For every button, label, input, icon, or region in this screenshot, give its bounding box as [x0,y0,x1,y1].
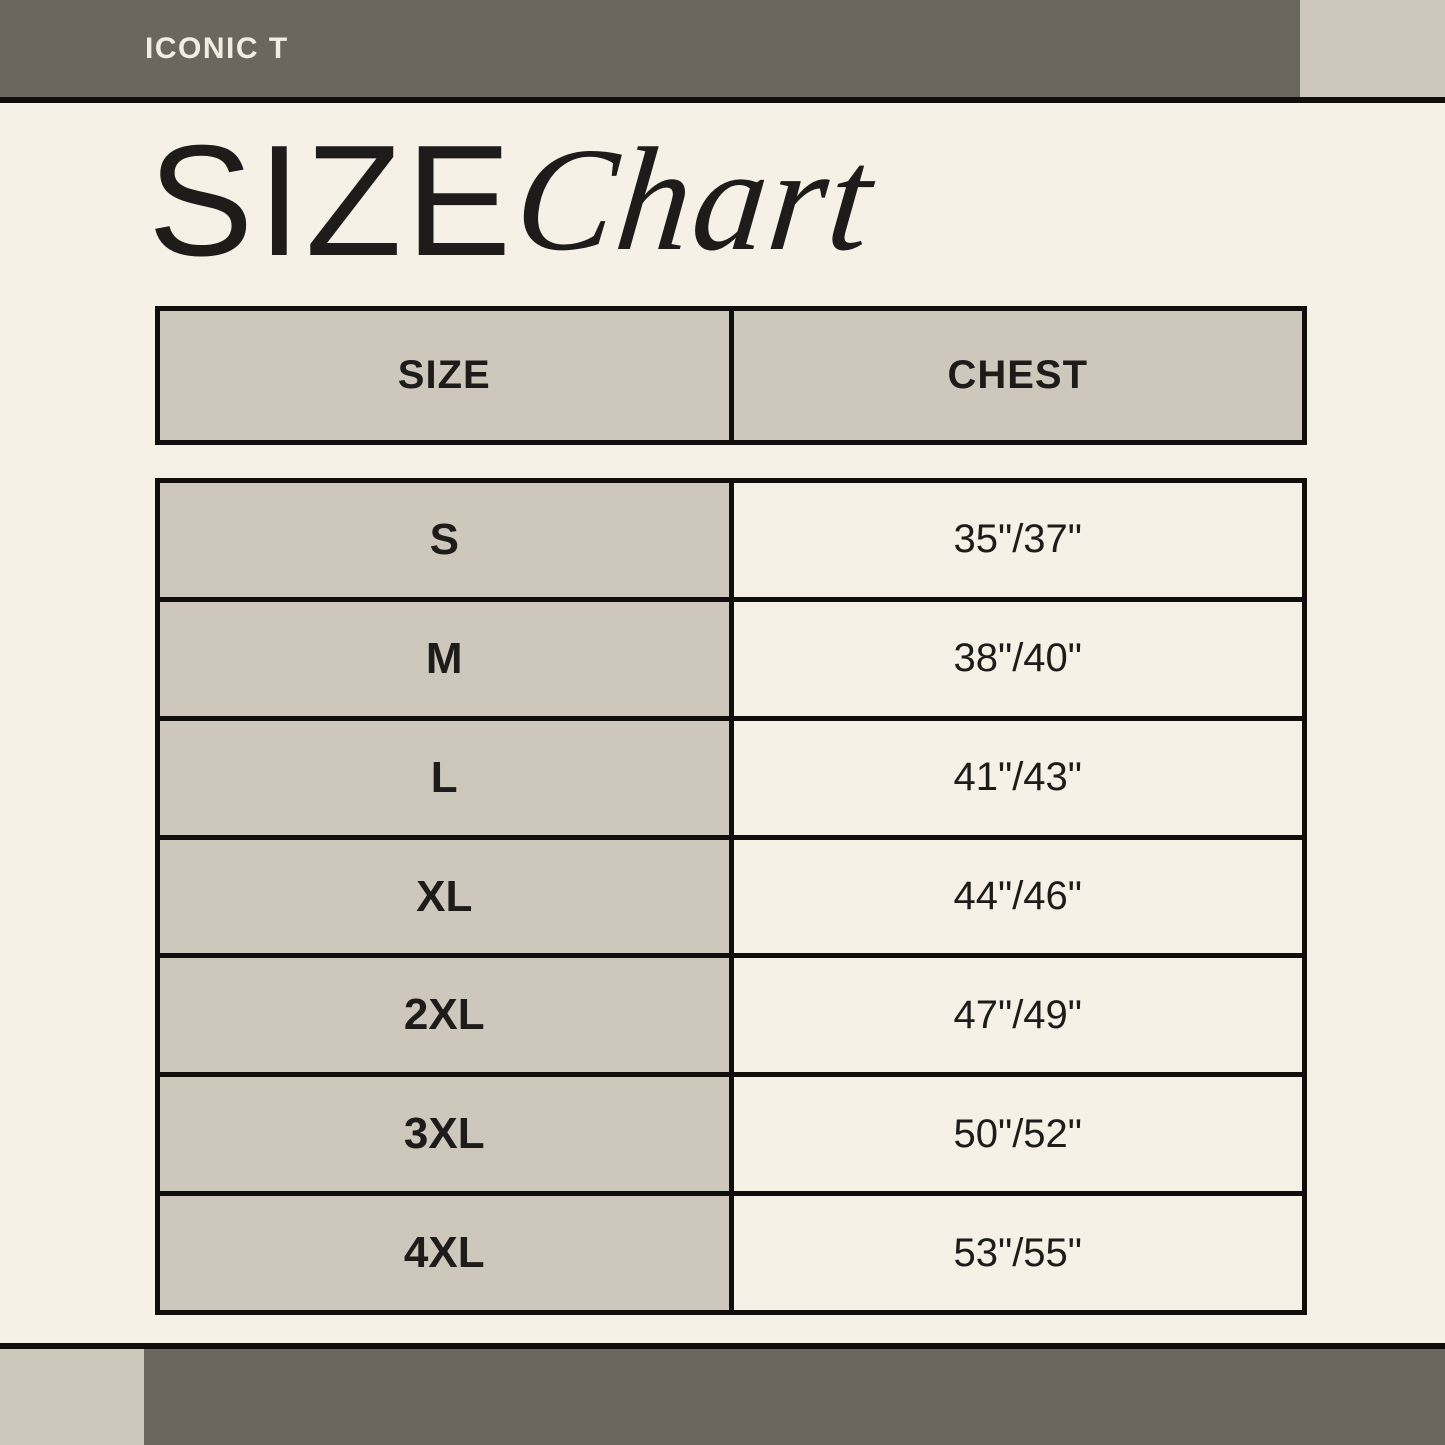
page-title-main: SIZE [148,113,516,289]
chest-cell: 44"/46" [733,839,1302,954]
size-cell: L [160,720,729,835]
table-row: M 38"/40" [160,601,1302,716]
chest-cell: 38"/40" [733,601,1302,716]
bottom-banner [144,1349,1445,1445]
page-title-script: Chart [508,118,882,282]
chest-cell: 47"/49" [733,958,1302,1073]
size-cell: 3XL [160,1077,729,1192]
bottom-left-accent-block [0,1349,144,1445]
table-row: 2XL 47"/49" [160,958,1302,1073]
chest-cell: 50"/52" [733,1077,1302,1192]
brand-label: ICONIC T [145,31,289,65]
table-row: 4XL 53"/55" [160,1196,1302,1311]
chest-cell: 35"/37" [733,483,1302,597]
chest-cell: 41"/43" [733,720,1302,835]
size-cell: 2XL [160,958,729,1073]
table-row: L 41"/43" [160,720,1302,835]
top-divider-line [0,97,1445,103]
size-table-body: S 35"/37" M 38"/40" L 41"/43" XL 44"/46"… [155,478,1307,1315]
chest-cell: 53"/55" [733,1196,1302,1311]
top-right-accent-block [1300,0,1445,97]
size-cell: XL [160,839,729,954]
table-row: S 35"/37" [160,483,1302,597]
table-row: 3XL 50"/52" [160,1077,1302,1192]
table-row: XL 44"/46" [160,839,1302,954]
size-cell: M [160,601,729,716]
size-cell: 4XL [160,1196,729,1311]
top-banner: ICONIC T [0,0,1300,97]
bottom-divider-line [0,1343,1445,1349]
size-table-header: SIZE CHEST [155,306,1307,445]
column-header-chest: CHEST [733,311,1302,440]
size-cell: S [160,483,729,597]
page-title: SIZEChart [148,118,881,282]
column-header-size: SIZE [160,311,729,440]
